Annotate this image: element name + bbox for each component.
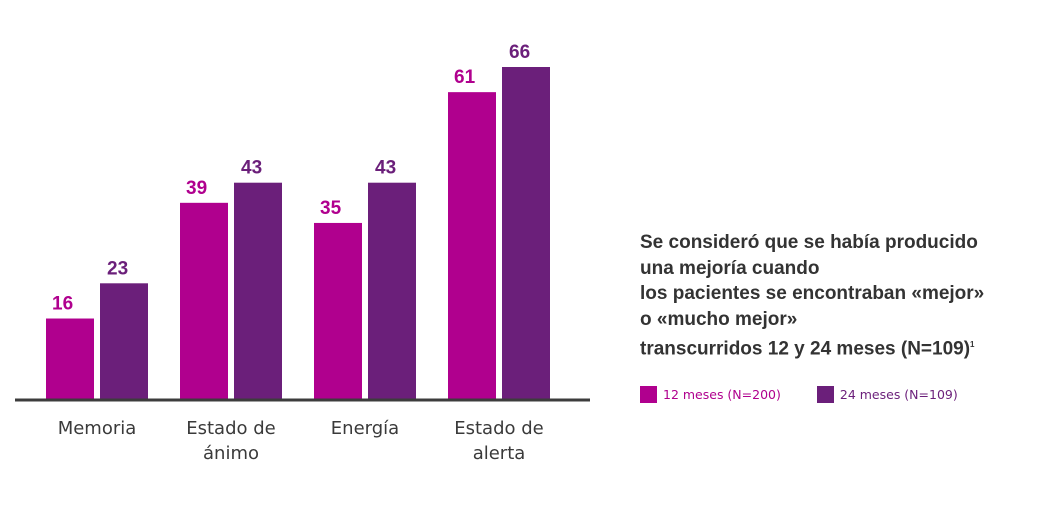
note-line: los pacientes se encontraban «mejor»: [640, 283, 985, 304]
data-label-memoria-12-meses-n-200-: 16: [52, 294, 73, 315]
bar-memoria-24-meses-n-109-: [100, 283, 148, 399]
legend-item-24-meses: 24 meses (N=109): [816, 386, 958, 403]
bar-estado-de-animo-12-meses-n-200-: [180, 202, 228, 399]
data-label-estado-de-alerta-24-meses-n-109-: 66: [509, 42, 530, 63]
note-line: una mejoría cuando: [640, 257, 820, 279]
note-line: transcurridos 12 y 24 meses (N=109): [640, 338, 971, 360]
category-label-estado-de-animo: Estado de: [186, 418, 276, 439]
data-label-estado-de-animo-24-meses-n-109-: 43: [241, 158, 262, 179]
legend-label-12-meses: 12 meses (N=200): [663, 387, 781, 402]
category-label-memoria: Memoria: [58, 418, 137, 439]
bar-energia-12-meses-n-200-: [314, 222, 362, 399]
legend-item-12-meses: 12 meses (N=200): [640, 386, 781, 403]
bar-estado-de-alerta-24-meses-n-109-: [502, 67, 550, 399]
legend-label-24-meses: 24 meses (N=109): [839, 387, 958, 402]
note-line: o «mucho mejor»: [640, 308, 798, 330]
bar-chart: 16 23 Memoria 39 43 Estado de ánimo 35 43 Energía…: [15, 42, 590, 464]
bar-energia-24-meses-n-109-: [368, 182, 416, 399]
legend-swatch-24-meses: [816, 386, 834, 403]
data-label-memoria-24-meses-n-109-: 23: [107, 258, 128, 279]
category-label-estado-de-alerta: alerta: [473, 443, 526, 464]
note-line: Se consideró que se había producido: [640, 232, 978, 253]
legend: 12 meses (N=200) 24 meses (N=109): [640, 386, 958, 403]
bar-estado-de-animo-24-meses-n-109-: [234, 182, 282, 399]
chart-note: Se consideró que se había producido una …: [640, 230, 1040, 362]
data-label-energia-12-meses-n-200-: 35: [320, 198, 342, 219]
footnote-mark: 1: [970, 340, 975, 349]
category-label-energia: Energía: [331, 418, 399, 439]
legend-swatch-12-meses: [640, 386, 657, 403]
data-label-estado-de-alerta-12-meses-n-200-: 61: [454, 67, 476, 88]
category-label-estado-de-animo: ánimo: [203, 443, 259, 464]
category-label-estado-de-alerta: Estado de: [454, 418, 544, 439]
bar-estado-de-alerta-12-meses-n-200-: [448, 92, 496, 399]
bar-memoria-12-meses-n-200-: [46, 318, 94, 399]
data-label-energia-24-meses-n-109-: 43: [375, 158, 396, 179]
data-label-estado-de-animo-12-meses-n-200-: 39: [186, 178, 207, 199]
